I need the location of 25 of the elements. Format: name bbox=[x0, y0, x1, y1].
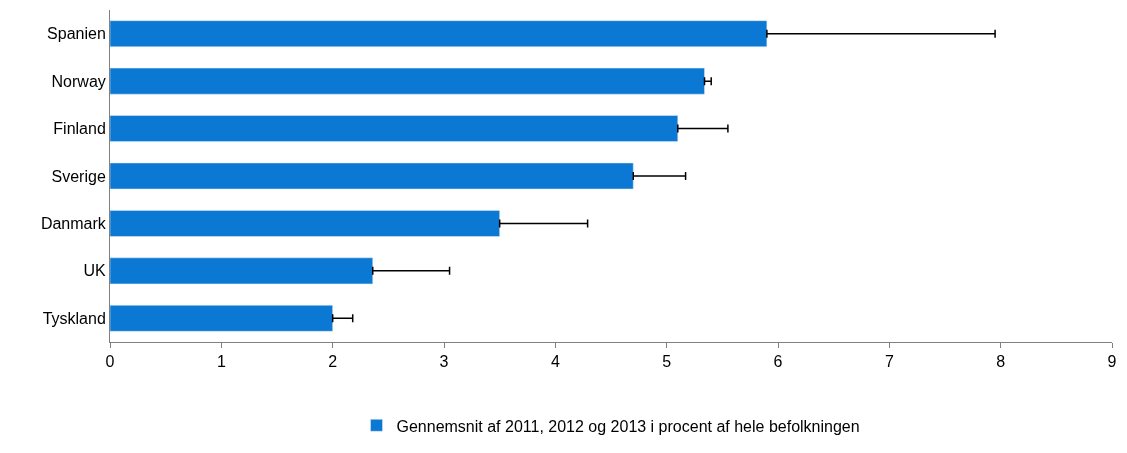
y-tick-label: Tyskland bbox=[42, 309, 106, 327]
y-tick-label: Danmark bbox=[40, 215, 107, 233]
y-tick-label: Spanien bbox=[47, 25, 106, 43]
y-tick-label: Sverige bbox=[51, 167, 106, 185]
bar bbox=[110, 304, 333, 332]
x-tick-label: 6 bbox=[773, 353, 783, 371]
bar bbox=[110, 162, 634, 190]
x-tick-label: 9 bbox=[1107, 353, 1117, 371]
x-tick-label: 8 bbox=[996, 353, 1006, 371]
bar bbox=[110, 257, 373, 285]
x-tick-label: 5 bbox=[662, 353, 672, 371]
x-tick-label: 4 bbox=[550, 353, 560, 371]
x-tick-label: 7 bbox=[884, 353, 894, 371]
x-tick-label: 1 bbox=[216, 353, 226, 371]
x-tick-label: 2 bbox=[328, 353, 338, 371]
bar bbox=[110, 20, 768, 48]
legend-label: Gennemsnit af 2011, 2012 og 2013 i procent af hele befolkningen bbox=[396, 417, 860, 435]
y-tick-label: Norway bbox=[51, 72, 106, 90]
x-tick-label: 3 bbox=[439, 353, 449, 371]
x-tick-label: 0 bbox=[105, 353, 115, 371]
y-tick-label: Finland bbox=[53, 120, 106, 138]
bar bbox=[110, 67, 705, 95]
bar bbox=[110, 115, 679, 142]
bar bbox=[110, 210, 500, 237]
y-tick-label: UK bbox=[83, 262, 107, 280]
